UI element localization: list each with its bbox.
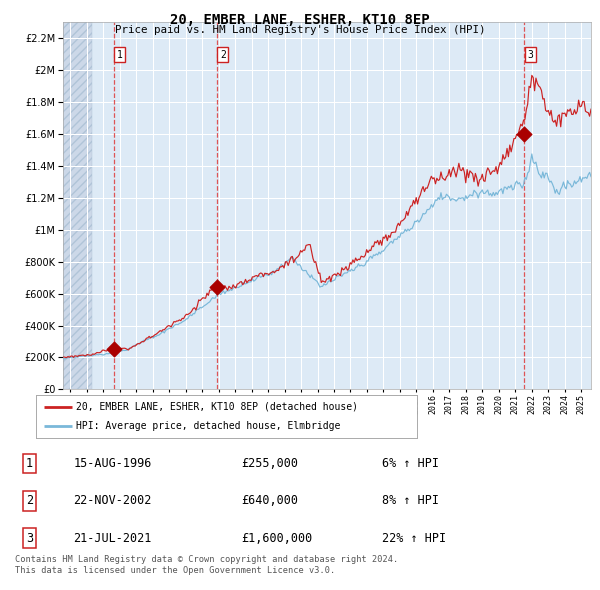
Text: 3: 3 <box>26 532 33 545</box>
Text: 15-AUG-1996: 15-AUG-1996 <box>74 457 152 470</box>
Text: Price paid vs. HM Land Registry's House Price Index (HPI): Price paid vs. HM Land Registry's House … <box>115 25 485 35</box>
Point <box>520 129 529 139</box>
Text: 3: 3 <box>527 50 533 60</box>
Text: 22-NOV-2002: 22-NOV-2002 <box>74 494 152 507</box>
Text: 8% ↑ HPI: 8% ↑ HPI <box>382 494 439 507</box>
Point <box>109 344 118 353</box>
Text: 21-JUL-2021: 21-JUL-2021 <box>74 532 152 545</box>
Text: 22% ↑ HPI: 22% ↑ HPI <box>382 532 446 545</box>
Text: HPI: Average price, detached house, Elmbridge: HPI: Average price, detached house, Elmb… <box>76 421 340 431</box>
Text: £255,000: £255,000 <box>241 457 298 470</box>
Text: Contains HM Land Registry data © Crown copyright and database right 2024.
This d: Contains HM Land Registry data © Crown c… <box>15 555 398 575</box>
Text: 1: 1 <box>116 50 122 60</box>
Text: 20, EMBER LANE, ESHER, KT10 8EP (detached house): 20, EMBER LANE, ESHER, KT10 8EP (detache… <box>76 402 358 412</box>
Bar <box>63 22 92 389</box>
Point <box>212 283 221 292</box>
Text: 1: 1 <box>26 457 33 470</box>
Text: £1,600,000: £1,600,000 <box>241 532 313 545</box>
Text: 2: 2 <box>220 50 226 60</box>
Text: 20, EMBER LANE, ESHER, KT10 8EP: 20, EMBER LANE, ESHER, KT10 8EP <box>170 13 430 27</box>
Text: 2: 2 <box>26 494 33 507</box>
Text: £640,000: £640,000 <box>241 494 298 507</box>
Text: 6% ↑ HPI: 6% ↑ HPI <box>382 457 439 470</box>
